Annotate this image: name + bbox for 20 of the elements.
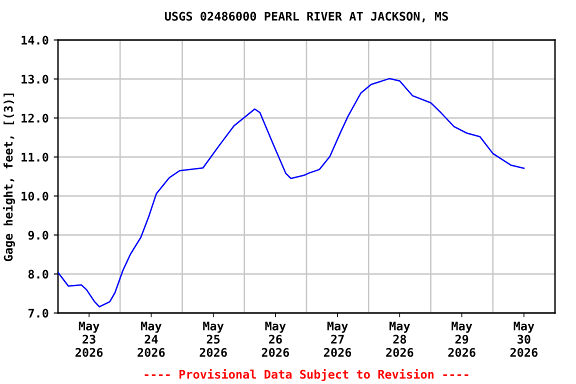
y-tick-label: 9.0 [28,230,48,240]
x-tick-label: May 26 2026 [262,322,290,357]
x-tick-label: May 24 2026 [138,322,165,357]
chart-title: USGS 02486000 PEARL RIVER AT JACKSON, MS [164,12,448,22]
y-tick-label: 14.0 [22,36,48,45]
y-tick-label: 7.0 [28,308,48,318]
y-tick-label: 11.0 [22,152,48,162]
y-axis-title: Gage height, feet, [(3)] [2,94,15,262]
line-series [58,78,525,308]
x-tick-label: May 29 2026 [448,322,476,357]
y-tick-label: 13.0 [22,74,48,84]
x-tick-label: May 28 2026 [386,322,414,357]
x-tick-label: May 23 2026 [76,322,103,357]
y-tick-label: 8.0 [28,270,48,279]
x-tick-label: May 25 2026 [200,322,227,357]
y-tick-label: 12.0 [22,114,48,123]
y-tick-label: 10.0 [22,192,48,201]
text: ---- Provisional Data Subject to Revision ---- [144,368,468,382]
x-tick-label: May 30 2026 [510,322,538,357]
x-tick-label: May 27 2026 [324,322,352,357]
